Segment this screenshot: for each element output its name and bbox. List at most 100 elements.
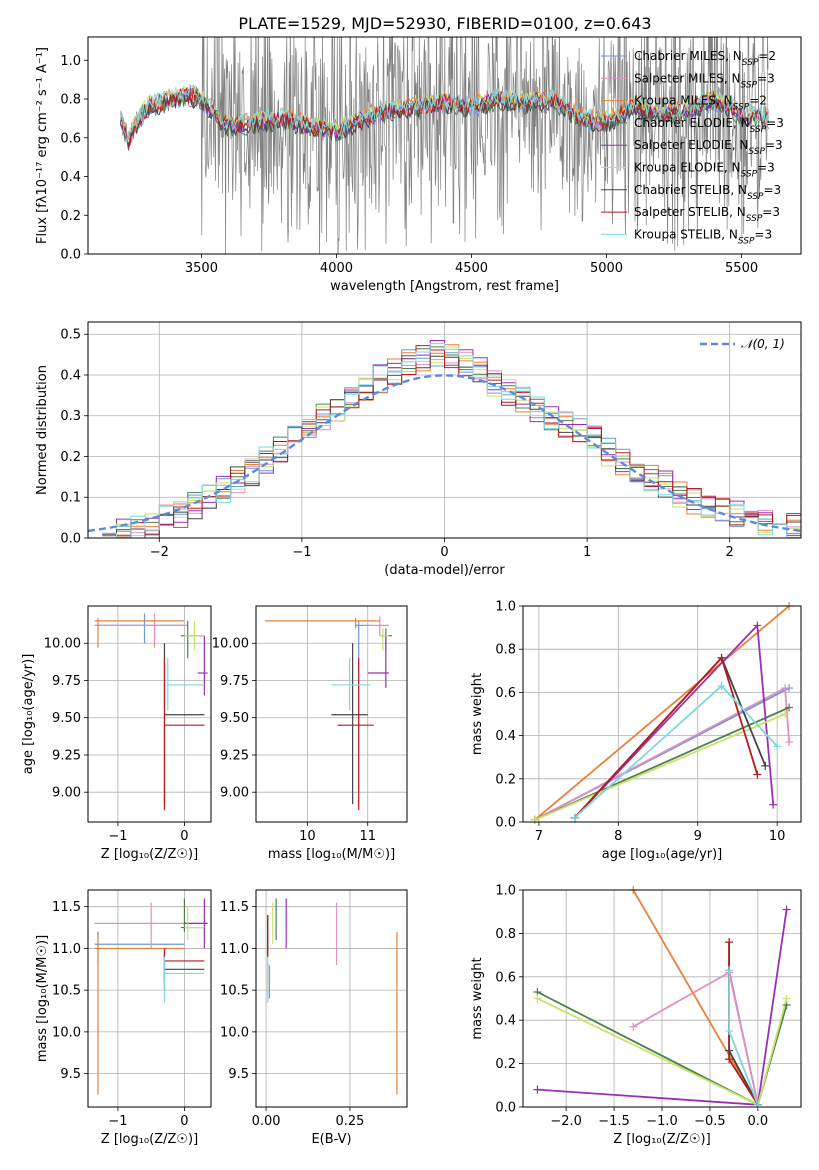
y-tick-label: 9.50	[220, 711, 249, 726]
y-tick-label: 0.0	[60, 248, 81, 263]
panel-weight-vs-age: 7 8 9 10 0.0 0.2 0.4 0.6 0.8 1.0 age [log₁₀(age/yr…	[470, 600, 802, 862]
weight-line-salpeter_miles	[632, 971, 759, 1105]
histogram-salpeter_miles	[102, 351, 801, 537]
x-tick-label: −2	[150, 545, 169, 560]
weight-marker-salpeter_miles	[781, 684, 790, 693]
y-axis-label: mass weight	[470, 957, 485, 1039]
y-tick-label: 0.0	[60, 532, 81, 547]
axes-frame	[87, 605, 212, 823]
legend-entry-kroupa_miles: Kroupa MILES, NSSP=2	[634, 94, 767, 113]
y-tick-label: 10.00	[44, 637, 81, 652]
x-tick-label: 0.25	[335, 1114, 364, 1129]
weight-marker-salpeter_miles	[629, 1022, 638, 1031]
weight-marker-kroupa_stelib	[725, 966, 734, 975]
y-tick-label: 0.0	[495, 816, 516, 831]
y-tick-label: 0.6	[60, 131, 81, 146]
y-axis-label: Flux [fλ10⁻¹⁷ erg cm⁻² s⁻¹ A⁻¹]	[35, 47, 50, 244]
weight-marker-salpeter_stelib	[717, 653, 726, 662]
x-tick-label: 5500	[725, 261, 758, 276]
weight-marker-salpeter_elodie	[533, 1085, 542, 1094]
y-tick-label: 9.75	[52, 674, 81, 689]
residuals-plot-area	[88, 322, 801, 538]
y-tick-label: 10.5	[52, 984, 81, 999]
weight-marker-kroupa_stelib	[717, 681, 726, 690]
x-tick-label: 11	[359, 829, 376, 844]
legend-entry-normal: 𝒩(0, 1)	[741, 337, 785, 351]
x-axis-label: E(B-V)	[311, 1132, 351, 1147]
x-tick-label: 7	[535, 829, 543, 844]
x-tick-label: 5000	[590, 261, 623, 276]
x-tick-label: 3500	[185, 261, 218, 276]
y-tick-label: 9.5	[228, 1067, 249, 1082]
x-tick-label: 4000	[320, 261, 353, 276]
y-tick-label: 0.8	[60, 93, 81, 108]
x-tick-label: −1.5	[598, 1114, 630, 1129]
weight-marker-kroupa_stelib	[753, 1100, 762, 1109]
axes-frame	[87, 889, 212, 1108]
x-axis-label: Z [log₁₀(Z/Z☉)]	[101, 1132, 198, 1147]
panels: 3500 4000 4500 5000 5500 0.0 0.2 0.4 0.6 0.8 1.0 wa…	[21, 36, 802, 1147]
legend-entry-salpeter_elodie: Salpeter ELODIE, NSSP=3	[634, 138, 783, 157]
y-tick-label: 9.5	[60, 1067, 81, 1082]
mass-vs-z-plot-area	[88, 890, 211, 1107]
y-tick-label: 0.4	[60, 170, 81, 185]
weight-line-chabrier_stelib	[573, 656, 767, 819]
x-tick-label: −1	[108, 829, 127, 844]
weight-marker-salpeter_miles	[785, 738, 794, 747]
y-tick-label: 0.5	[60, 328, 81, 343]
y-tick-label: 0.2	[60, 450, 81, 465]
weight-marker-chabrier_stelib	[725, 1046, 734, 1055]
y-tick-label: 0.2	[60, 209, 81, 224]
y-tick-label: 0.1	[60, 491, 81, 506]
x-tick-label: 4500	[455, 261, 488, 276]
x-tick-label: 0.00	[252, 1114, 281, 1129]
weight-marker-salpeter_elodie	[753, 621, 762, 630]
y-tick-label: 1.0	[495, 600, 516, 615]
mass-vs-ebv-plot-area	[256, 890, 407, 1107]
y-tick-label: 11.0	[52, 942, 81, 957]
weight-vs-age-plot-area	[523, 606, 801, 822]
legend-entry-salpeter_miles: Salpeter MILES, NSSP=3	[634, 71, 775, 90]
figure-title: PLATE=1529, MJD=52930, FIBERID=0100, z=0…	[238, 14, 651, 33]
legend-entry-chabrier_elodie: Chabrier ELODIE, NSSP=3	[634, 116, 784, 135]
panel-mass-vs-z: −1 0 9.5 10.0 10.5 11.0 11.5 Z [log₁₀(Z/Z☉)] mas…	[35, 889, 212, 1147]
histogram-salpeter_stelib	[102, 345, 801, 536]
histogram-chabrier_miles	[102, 349, 801, 538]
weight-marker-kroupa_elodie	[530, 815, 539, 824]
y-tick-label: 11.5	[52, 900, 81, 915]
histogram-kroupa_stelib	[102, 343, 801, 538]
y-axis-label: mass [log₁₀(M/M☉)]	[35, 935, 50, 1062]
spectrum-plot-area	[119, 37, 770, 254]
age-vs-z-plot-area	[88, 606, 211, 822]
panel-mass-vs-ebv: 0.00 0.25 9.5 10.0 10.5 11.0 11.5 E(B-V)	[220, 889, 408, 1147]
weight-marker-kroupa_elodie	[781, 710, 790, 718]
axes-frame	[522, 605, 802, 823]
weight-marker-salpeter_stelib	[725, 938, 734, 947]
y-tick-label: 11.5	[220, 900, 249, 915]
x-axis-label: mass [log₁₀(M/M☉)]	[268, 847, 395, 862]
histogram-kroupa_elodie	[102, 346, 801, 536]
y-tick-label: 0.2	[495, 1057, 516, 1072]
normal-reference-curve	[88, 374, 801, 533]
weight-marker-kroupa_elodie	[533, 994, 542, 1003]
y-tick-label: 0.6	[495, 970, 516, 985]
y-tick-label: 10.0	[52, 1025, 81, 1040]
y-tick-label: 10.0	[220, 1025, 249, 1040]
legend-entry-chabrier_stelib: Chabrier STELIB, NSSP=3	[634, 183, 781, 202]
histogram-chabrier_stelib	[102, 355, 801, 538]
x-tick-label: 1	[583, 545, 591, 560]
weight-line-kroupa_miles	[632, 890, 759, 1106]
panel-residuals: −2 −1 0 1 2 0.0 0.1 0.2 0.3 0.4 0.5 (data-model)/er…	[35, 321, 802, 578]
y-tick-label: 0.8	[495, 927, 516, 942]
model-line-kroupa_stelib	[119, 84, 770, 143]
y-tick-label: 0.4	[495, 1014, 516, 1029]
x-tick-label: −1	[108, 1114, 127, 1129]
y-axis-label: age [log₁₀(age/yr)]	[21, 654, 36, 775]
x-tick-label: 9	[694, 829, 702, 844]
weight-marker-salpeter_stelib	[725, 1055, 734, 1064]
x-tick-label: −1.0	[646, 1114, 678, 1129]
x-tick-label: 0	[440, 545, 448, 560]
panel-age-vs-z: −1 0 9.00 9.25 9.50 9.75 10.00 Z [log₁₀(Z/Z☉)] a…	[21, 605, 212, 862]
x-tick-label: 2	[726, 545, 734, 560]
